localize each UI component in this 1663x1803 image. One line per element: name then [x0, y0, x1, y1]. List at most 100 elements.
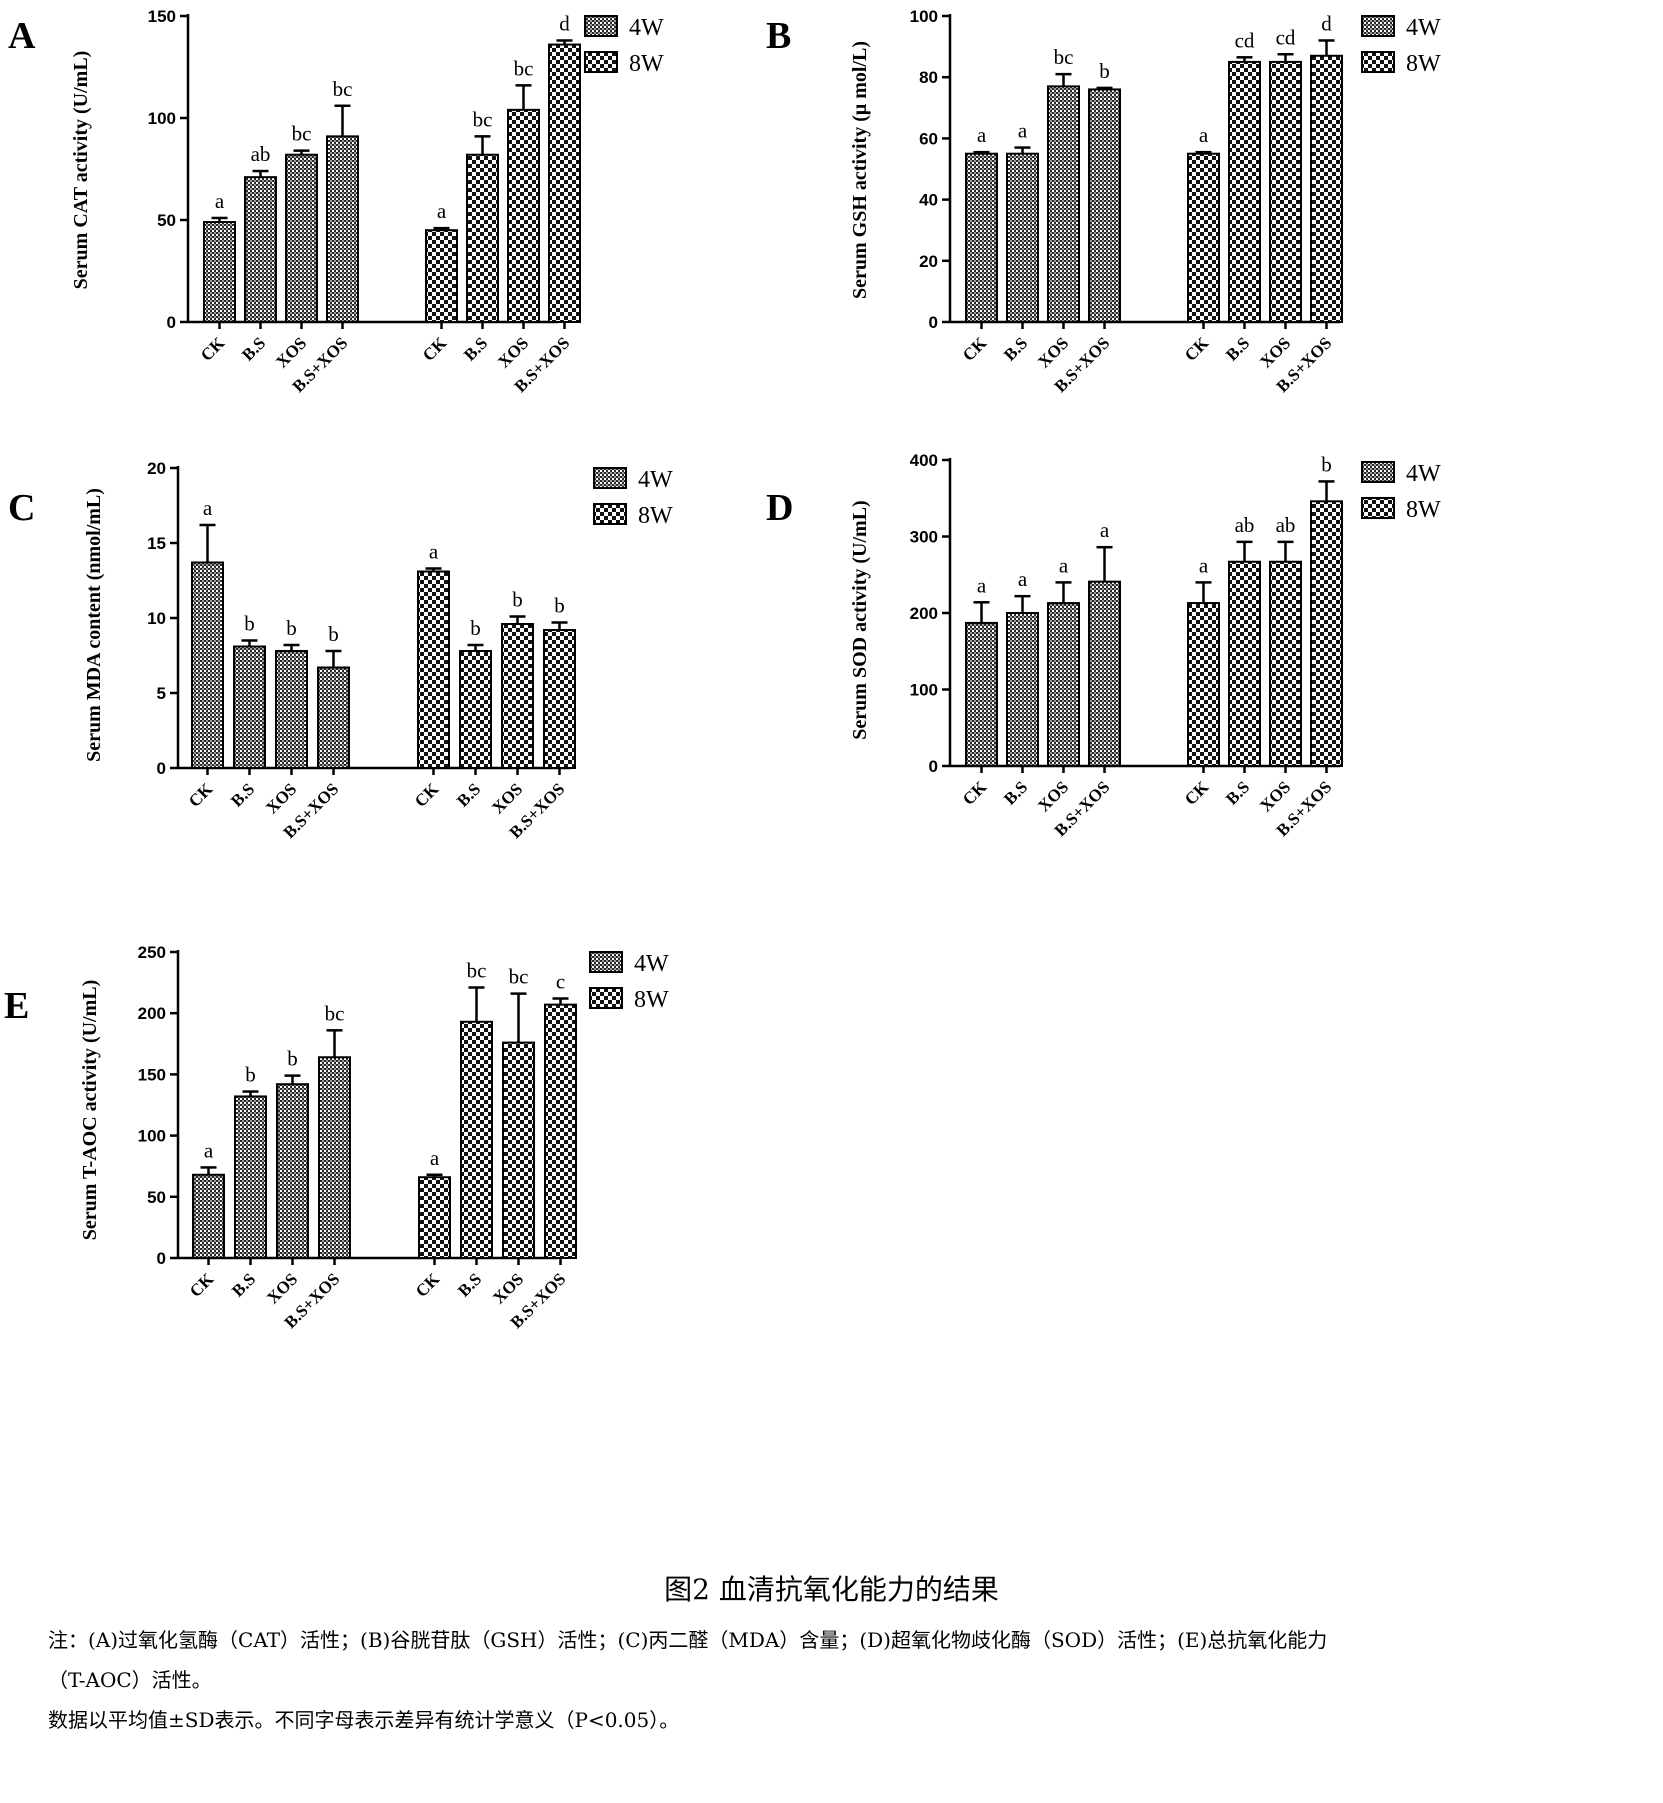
y-tick-label: 40: [919, 191, 938, 210]
significance-label: cd: [1235, 28, 1255, 52]
note-line-2: （T-AOC）活性。: [48, 1668, 212, 1692]
chart-d: D 0 100 200 300 400 Serum SOD activity (U/mL) a…: [766, 451, 1441, 840]
significance-label: b: [512, 588, 523, 612]
bar: [548, 43, 581, 324]
panel-d: D 0 100 200 300 400 Serum SOD activity (U/mL) a…: [0, 0, 1663, 880]
y-tick-label: 300: [910, 528, 938, 547]
significance-label: bc: [514, 56, 534, 80]
bar: [275, 650, 308, 769]
y-tick-label: 0: [167, 313, 176, 332]
significance-label: a: [203, 496, 213, 520]
bar: [1006, 612, 1039, 767]
legend-swatch: [1361, 15, 1395, 37]
legend-label: 8W: [629, 51, 664, 77]
y-tick-label: 150: [138, 1065, 166, 1084]
significance-label: b: [245, 1063, 256, 1087]
y-tick-label: 250: [138, 943, 166, 962]
y-tick-label: 200: [910, 604, 938, 623]
bar: [1310, 54, 1343, 323]
legend-label: 4W: [1406, 15, 1441, 41]
legend-label: 8W: [638, 503, 673, 529]
x-tick-label: XOS: [489, 1269, 527, 1307]
panel-b: B 0 20 40 60 80 100 Serum GSH activity (μ mol/L…: [0, 0, 1663, 430]
y-axis-label: Serum GSH activity (μ mol/L): [849, 41, 871, 299]
bar: [1187, 602, 1220, 767]
bar: [1088, 88, 1121, 323]
x-tick-label: CK: [959, 777, 991, 809]
bar: [276, 1083, 309, 1260]
y-tick-label: 60: [919, 129, 938, 148]
significance-label: cd: [1276, 25, 1296, 49]
bar: [418, 1176, 451, 1259]
significance-label: bc: [292, 122, 312, 146]
y-tick-label: 15: [147, 534, 166, 553]
significance-label: bc: [509, 965, 529, 989]
x-tick-label: B.S: [1222, 777, 1253, 808]
bar: [326, 135, 359, 323]
bar: [1047, 602, 1080, 767]
legend-label: 8W: [634, 987, 669, 1013]
legend-label: 8W: [1406, 497, 1441, 523]
significance-label: bc: [467, 958, 487, 982]
y-tick-label: 100: [910, 681, 938, 700]
chart-b: B 0 20 40 60 80 100 Serum GSH activity (μ mol/L…: [766, 7, 1441, 396]
x-tick-label: B.S: [1000, 777, 1031, 808]
significance-label: bc: [333, 77, 353, 101]
significance-label: ab: [1276, 513, 1296, 537]
legend-swatch: [589, 951, 623, 973]
bar: [233, 645, 266, 769]
significance-label: a: [430, 1146, 440, 1170]
legend-label: 4W: [634, 951, 669, 977]
significance-label: b: [1099, 59, 1110, 83]
legend-label: 4W: [638, 467, 673, 493]
bar: [459, 650, 492, 769]
panel-label: E: [4, 985, 29, 1027]
legend-swatch: [1361, 497, 1395, 519]
significance-label: a: [1018, 567, 1028, 591]
y-tick-label: 100: [910, 7, 938, 26]
significance-label: ab: [251, 142, 271, 166]
legend-label: 4W: [629, 15, 664, 41]
significance-label: a: [977, 573, 987, 597]
y-tick-label: 80: [919, 68, 938, 87]
significance-label: b: [1321, 452, 1332, 476]
y-tick-label: 50: [157, 211, 176, 230]
x-tick-label: B.S: [228, 1269, 259, 1300]
y-tick-label: 20: [147, 459, 166, 478]
y-tick-label: 0: [929, 313, 938, 332]
significance-label: b: [470, 616, 481, 640]
legend-swatch: [1361, 51, 1395, 73]
significance-label: bc: [1054, 45, 1074, 69]
panel-label: B: [766, 15, 791, 57]
significance-label: a: [437, 199, 447, 223]
significance-label: ab: [1235, 513, 1255, 537]
legend-swatch: [593, 503, 627, 525]
significance-label: b: [554, 594, 565, 618]
significance-label: a: [977, 123, 987, 147]
legend-swatch: [584, 15, 618, 37]
y-tick-label: 0: [157, 759, 166, 778]
y-tick-label: 200: [138, 1004, 166, 1023]
y-tick-label: 10: [147, 609, 166, 628]
bar: [192, 1173, 225, 1259]
y-tick-label: 5: [157, 684, 166, 703]
significance-label: a: [1018, 119, 1028, 143]
panel-label: A: [8, 15, 36, 57]
y-axis-label: Serum SOD activity (U/mL): [849, 500, 871, 739]
significance-label: b: [287, 1047, 298, 1071]
note-line-3: 数据以平均值±SD表示。不同字母表示差异有统计学意义（P<0.05）。: [48, 1708, 680, 1732]
panel-a: A 0 50 100 150 Serum CAT activity (U/mL) a CK ab…: [0, 0, 820, 430]
significance-label: a: [1199, 123, 1209, 147]
legend-label: 8W: [1406, 51, 1441, 77]
legend-swatch: [584, 51, 618, 73]
bar: [1228, 560, 1261, 767]
significance-label: a: [1100, 518, 1110, 542]
significance-label: b: [328, 622, 339, 646]
panel-label: C: [8, 487, 35, 529]
bar: [1269, 560, 1302, 767]
bar: [1047, 85, 1080, 323]
y-axis-label: Serum T-AOC activity (U/mL): [79, 980, 101, 1241]
y-tick-label: 50: [147, 1188, 166, 1207]
